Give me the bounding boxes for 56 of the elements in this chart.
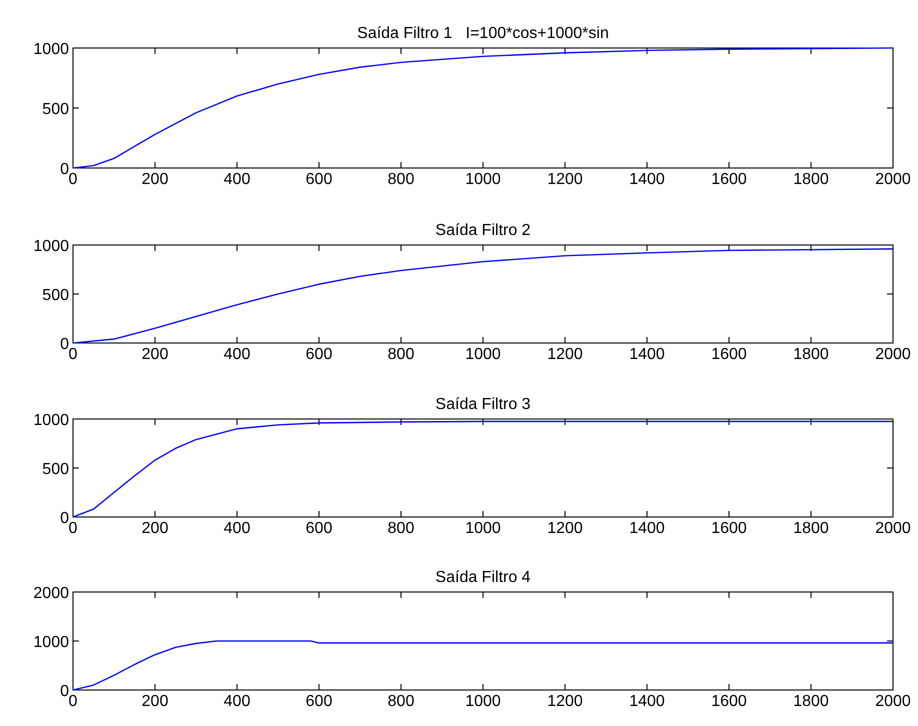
- x-tick-label: 1000: [465, 346, 501, 363]
- x-tick-label: 200: [142, 520, 168, 537]
- line-series: [72, 640, 894, 691]
- chart-title: Saída Filtro 2: [435, 222, 531, 239]
- y-tick-label: 500: [42, 461, 70, 478]
- y-tick-label: 500: [42, 287, 70, 304]
- x-tick-label: 1600: [711, 520, 747, 537]
- x-tick-label: 1800: [793, 520, 829, 537]
- x-tick-label: 600: [306, 693, 332, 710]
- x-tick-label: 2000: [875, 171, 911, 188]
- x-tick-label: 1400: [629, 520, 665, 537]
- y-tick-label: 1000: [33, 412, 70, 429]
- x-tick-label: 1000: [465, 171, 501, 188]
- x-tick-label: 1000: [465, 693, 501, 710]
- x-tick-label: 1200: [547, 171, 583, 188]
- x-tick-label: 1800: [793, 171, 829, 188]
- x-tick-label: 1200: [547, 520, 583, 537]
- x-tick-label: 1200: [547, 693, 583, 710]
- line-series: [72, 420, 894, 518]
- x-tick-label: 400: [224, 346, 250, 363]
- x-tick-label: 200: [142, 346, 168, 363]
- x-tick-label: 400: [224, 171, 250, 188]
- chart-title: Saída Filtro 1 I=100*cos+1000*sin: [357, 25, 609, 42]
- x-tick-label: 1400: [629, 693, 665, 710]
- x-tick-label: 1000: [465, 520, 501, 537]
- x-tick-label: 200: [142, 693, 168, 710]
- line-series: [72, 47, 894, 169]
- x-tick-label: 1200: [547, 346, 583, 363]
- x-tick-label: 800: [388, 693, 414, 710]
- chart-title: Saída Filtro 3: [435, 396, 531, 413]
- line-series: [72, 248, 894, 344]
- x-tick-label: 1400: [629, 346, 665, 363]
- x-tick-label: 800: [388, 520, 414, 537]
- x-tick-label: 400: [224, 520, 250, 537]
- x-tick-label: 1800: [793, 346, 829, 363]
- x-tick-label: 600: [306, 520, 332, 537]
- x-tick-label: 1400: [629, 171, 665, 188]
- x-tick-label: 800: [388, 346, 414, 363]
- y-tick-label: 1000: [33, 634, 70, 651]
- x-tick-label: 1600: [711, 171, 747, 188]
- y-tick-label: 500: [42, 101, 70, 118]
- x-tick-label: 1600: [711, 693, 747, 710]
- x-tick-label: 200: [142, 171, 168, 188]
- y-tick-label: 1000: [33, 41, 70, 58]
- x-tick-label: 2000: [875, 346, 911, 363]
- x-tick-label: 600: [306, 346, 332, 363]
- x-tick-label: 2000: [875, 693, 911, 710]
- x-tick-label: 1600: [711, 346, 747, 363]
- x-tick-label: 600: [306, 171, 332, 188]
- x-tick-label: 1800: [793, 693, 829, 710]
- x-tick-label: 800: [388, 171, 414, 188]
- y-tick-label: 1000: [33, 238, 70, 255]
- chart-title: Saída Filtro 4: [435, 569, 531, 586]
- x-tick-label: 2000: [875, 520, 911, 537]
- x-tick-label: 400: [224, 693, 250, 710]
- y-tick-label: 2000: [33, 585, 70, 602]
